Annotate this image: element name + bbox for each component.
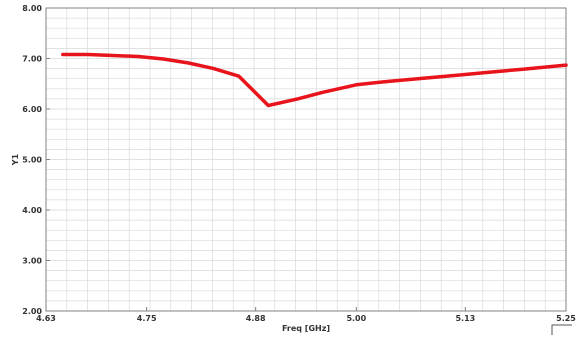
corner-marker — [551, 324, 572, 335]
series-line — [61, 52, 568, 108]
y-tick-label: 8.00 — [22, 4, 42, 13]
x-tick-label: 4.75 — [137, 314, 157, 323]
x-tick-label: 4.63 — [36, 314, 56, 323]
x-tick-label: 4.88 — [246, 314, 266, 323]
y-tick-label: 4.00 — [22, 206, 42, 215]
x-tick-label: 5.25 — [556, 314, 576, 323]
x-axis-ticks: 4.63 4.75 4.88 5.00 5.13 5.25 — [36, 307, 576, 323]
y-tick-label: 3.00 — [22, 257, 42, 266]
y-axis-ticks: 2.00 3.00 4.00 5.00 6.00 7.00 8.00 — [22, 4, 50, 316]
grid-lines — [46, 8, 566, 311]
y-tick-label: 2.00 — [22, 307, 42, 316]
x-tick-label: 5.00 — [346, 314, 366, 323]
y-tick-label: 7.00 — [22, 55, 42, 64]
x-tick-label: 5.13 — [455, 314, 475, 323]
y-axis-title: Y1 — [11, 153, 20, 166]
series-group — [61, 52, 568, 108]
y-tick-label: 6.00 — [22, 105, 42, 114]
x-axis-title: Freq [GHz] — [282, 324, 330, 333]
y-tick-label: 5.00 — [22, 156, 42, 165]
